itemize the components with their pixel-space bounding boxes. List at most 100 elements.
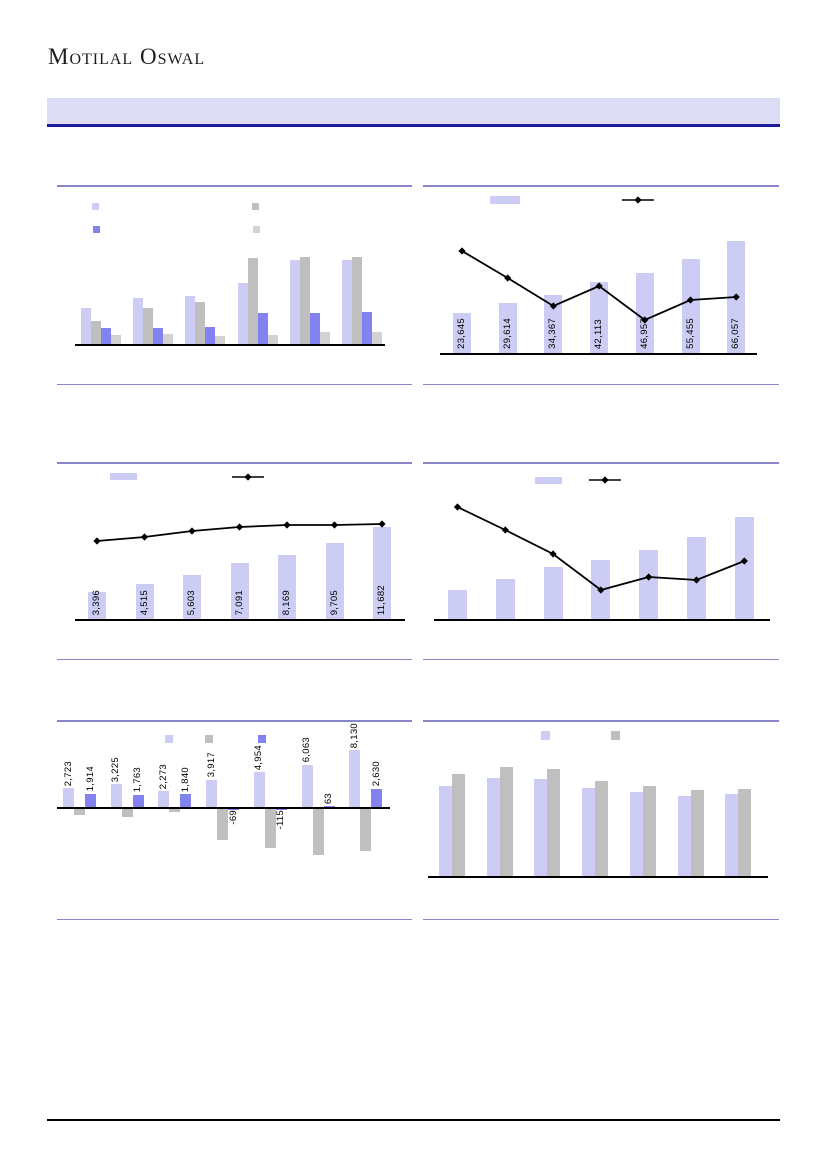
- bar-value-bars-6: [325, 542, 344, 619]
- bar-value-bars-4: [591, 560, 611, 619]
- bar-gray-bars-4: [217, 808, 229, 840]
- bar-value-label: 29,614: [501, 318, 513, 349]
- bar-gray-bars-7: [738, 789, 752, 876]
- x-axis-line: [428, 876, 768, 878]
- bar-blue-bars-6: [362, 312, 372, 344]
- bar-blue-bars-7: [371, 788, 383, 807]
- bar-light-gray-bars-2: [163, 334, 174, 344]
- bar-gray-bars-6: [690, 790, 704, 876]
- legend-swatch-value-bars: [110, 473, 137, 480]
- bar-gray-bars-6: [312, 808, 324, 855]
- bar-lavender-bars-6: [677, 796, 691, 876]
- bar-value-label: 2,630: [370, 761, 382, 787]
- panel-bottom-rule: [423, 383, 779, 385]
- bar-value-label: 3,225: [110, 757, 122, 783]
- bar-value-label: 7,091: [233, 589, 245, 615]
- line-series-svg: [93, 473, 386, 545]
- bar-lavender-bars-5: [289, 260, 300, 344]
- panel-top-rule: [57, 185, 412, 187]
- bar-value-label: 1,914: [84, 766, 96, 792]
- bar-gray-bars-1: [452, 774, 465, 876]
- bar-value-label: 11,682: [376, 584, 387, 615]
- bar-value-label: 8,130: [348, 722, 360, 749]
- bar-lavender-bars-6: [301, 764, 313, 807]
- bar-value-label: 42,113: [593, 318, 605, 349]
- bar-value-label: 1,840: [179, 766, 191, 793]
- bar-value-bars-2: [135, 583, 154, 619]
- panel-bottom-rule: [57, 918, 412, 920]
- bar-value-bars-1: [453, 312, 471, 353]
- x-axis-line: [57, 807, 390, 809]
- chart-panel-middle-right: [423, 462, 779, 660]
- bar-lavender-bars-4: [237, 283, 248, 344]
- bar-lavender-bars-1: [63, 788, 74, 807]
- bar-value-label: 1,763: [132, 767, 144, 793]
- bar-value-bars-1: [448, 590, 467, 619]
- chart-panel-middle-left: 3,396 4,515 5,603 7,091 8,169 9,705 11,682: [57, 462, 412, 660]
- bar-gray-bars-2: [143, 308, 154, 344]
- legend-swatch-blue-bars: [258, 735, 266, 743]
- bar-value-label: -69: [227, 810, 239, 825]
- legend-swatch-light-gray-bars: [253, 226, 260, 233]
- bar-value-label: 34,367: [547, 318, 559, 349]
- bar-lavender-bars-5: [253, 772, 265, 807]
- bar-value-bars-5: [639, 550, 659, 619]
- legend-swatch-lavender-bars: [541, 731, 550, 740]
- panel-bottom-rule: [423, 658, 779, 660]
- legend-swatch-lavender-bars: [165, 735, 173, 743]
- bar-value-bars-1: [88, 592, 106, 619]
- bar-lavender-bars-2: [110, 784, 122, 807]
- bar-value-bars-7: [373, 527, 391, 619]
- bar-lavender-bars-6: [342, 260, 352, 344]
- bar-value-label: 66,057: [730, 318, 742, 349]
- bar-gray-bars-1: [91, 321, 101, 344]
- panel-top-rule: [423, 720, 779, 722]
- bar-value-label: 2,273: [157, 763, 169, 790]
- bar-gray-bars-5: [299, 257, 310, 344]
- legend-swatch-gray-bars: [205, 735, 213, 743]
- bar-value-bars-7: [734, 517, 754, 619]
- panel-top-rule: [57, 720, 412, 722]
- bar-blue-bars-3: [180, 794, 192, 807]
- bar-gray-bars-6: [352, 257, 362, 344]
- chart-panel-top-right: 23,645 29,614 34,367 42,113 46,957 55,455 66,0…: [423, 185, 779, 385]
- bar-light-gray-bars-5: [319, 332, 330, 344]
- legend-swatch-gray-bars: [252, 203, 259, 210]
- panel-top-rule: [57, 462, 412, 464]
- chart-panel-bottom-right: [423, 720, 779, 920]
- bar-blue-bars-4: [257, 313, 268, 344]
- bar-blue-bars-1: [101, 328, 111, 344]
- bar-value-label: 3,917: [205, 752, 217, 778]
- bar-lavender-bars-3: [185, 296, 196, 344]
- bar-gray-bars-2: [121, 808, 133, 817]
- footer-rule: [47, 1119, 780, 1121]
- bar-blue-bars-6: [323, 806, 335, 807]
- x-axis-line: [440, 353, 757, 355]
- bar-value-label: 46,957: [638, 318, 650, 349]
- panel-bottom-rule: [57, 658, 412, 660]
- bar-lavender-bars-4: [206, 779, 218, 807]
- bar-blue-bars-1: [85, 793, 96, 807]
- bar-value-bars-6: [687, 537, 706, 619]
- bar-gray-bars-5: [642, 786, 656, 876]
- bar-value-bars-5: [278, 554, 296, 619]
- bar-value-label: 9,705: [328, 589, 340, 615]
- bar-value-label: 23,645: [456, 318, 467, 349]
- bar-blue-bars-5: [275, 808, 287, 810]
- header-banner: [47, 98, 780, 127]
- bar-gray-bars-5: [264, 808, 276, 848]
- bar-light-gray-bars-4: [267, 335, 278, 344]
- bar-lavender-bars-1: [439, 786, 452, 876]
- panel-bottom-rule: [57, 383, 412, 385]
- bar-value-bars-3: [183, 575, 201, 619]
- bar-light-gray-bars-1: [111, 335, 121, 344]
- bar-blue-bars-2: [132, 794, 144, 807]
- bar-value-label: 3,396: [91, 589, 102, 615]
- bar-gray-bars-3: [547, 769, 561, 876]
- bar-value-label: 6,063: [301, 737, 312, 763]
- bar-blue-bars-2: [153, 328, 164, 344]
- x-axis-line: [75, 344, 385, 346]
- bar-lavender-bars-1: [81, 308, 91, 344]
- bar-gray-bars-2: [499, 767, 513, 876]
- panel-bottom-rule: [423, 918, 779, 920]
